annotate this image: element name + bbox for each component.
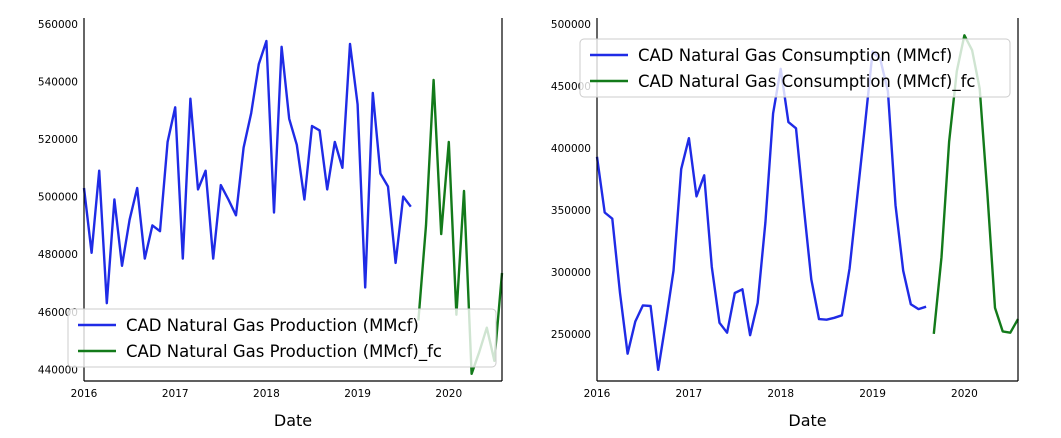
x-axis-label: Date bbox=[788, 411, 826, 430]
legend-box bbox=[67, 308, 497, 368]
x-tick-label: 2020 bbox=[951, 388, 978, 400]
series-line-1 bbox=[82, 39, 412, 305]
legend-label-2: CAD Natural Gas Production (MMcf)_fc bbox=[126, 342, 442, 362]
y-tick-label: 500000 bbox=[38, 192, 78, 204]
y-tick-label: 300000 bbox=[551, 267, 591, 279]
x-tick-label: 2017 bbox=[675, 388, 702, 400]
y-tick-label: 540000 bbox=[38, 76, 78, 88]
chart-panel-1: 2016 2017 2018 2019 202044000046000048000050… bbox=[38, 18, 504, 430]
y-tick-label: 500000 bbox=[551, 19, 591, 31]
y-tick-label: 250000 bbox=[551, 329, 591, 341]
x-tick-label: 2016 bbox=[584, 388, 611, 400]
x-tick-label: 2018 bbox=[767, 388, 794, 400]
x-tick-label: 2016 bbox=[71, 388, 98, 400]
x-tick-label: 2017 bbox=[162, 388, 189, 400]
legend-label-2: CAD Natural Gas Consumption (MMcf)_fc bbox=[638, 72, 976, 92]
y-tick-label: 400000 bbox=[551, 143, 591, 155]
y-tick-label: 520000 bbox=[38, 134, 78, 146]
x-axis-label: Date bbox=[274, 411, 312, 430]
y-tick-label: 560000 bbox=[38, 19, 78, 31]
series-line-1 bbox=[595, 50, 927, 371]
legend-label-1: CAD Natural Gas Production (MMcf) bbox=[126, 316, 419, 335]
y-tick-label: 480000 bbox=[38, 249, 78, 261]
chart-panel-2: 2016 2017 2018 2019 2020 250000 300000 350000 40… bbox=[551, 18, 1020, 430]
legend-label-1: CAD Natural Gas Consumption (MMcf) bbox=[638, 46, 952, 65]
y-tick-label: 350000 bbox=[551, 205, 591, 217]
x-tick-label: 2019 bbox=[859, 388, 886, 400]
x-tick-label: 2019 bbox=[344, 388, 371, 400]
x-tick-label: 2020 bbox=[435, 388, 462, 400]
y-tick-label: 440000 bbox=[38, 364, 78, 376]
legend-box bbox=[579, 38, 1011, 98]
x-tick-label: 2018 bbox=[253, 388, 280, 400]
